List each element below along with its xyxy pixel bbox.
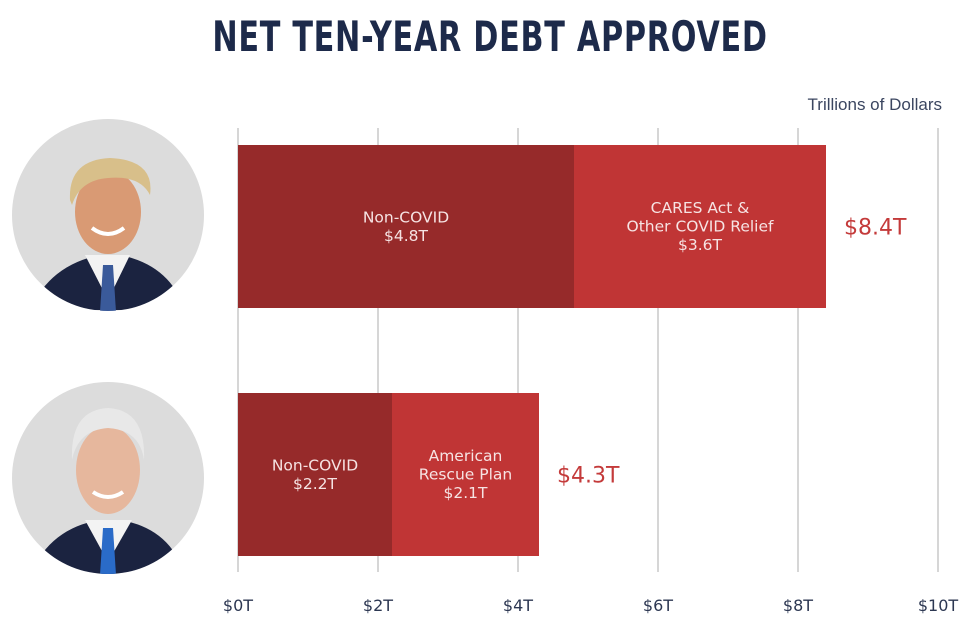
x-tick-label: $2T bbox=[363, 596, 393, 615]
trump-portrait bbox=[12, 119, 204, 311]
unit-label: Trillions of Dollars bbox=[807, 95, 942, 114]
x-tick-label: $6T bbox=[643, 596, 673, 615]
bar-segment bbox=[238, 145, 574, 308]
chart-title: NET TEN-YEAR DEBT APPROVED bbox=[212, 12, 768, 61]
x-tick-label: $0T bbox=[223, 596, 253, 615]
bar-segment bbox=[574, 145, 826, 308]
biden-portrait bbox=[12, 382, 204, 574]
segment-label: Rescue Plan bbox=[419, 466, 512, 484]
total-label: $8.4T bbox=[844, 216, 907, 241]
segment-label: American bbox=[429, 447, 503, 465]
total-label: $4.3T bbox=[557, 464, 620, 489]
segment-label: CARES Act & bbox=[651, 199, 750, 217]
segment-label: Other COVID Relief bbox=[627, 218, 774, 236]
segment-label: $2.2T bbox=[293, 475, 338, 493]
bar-segment bbox=[238, 393, 392, 556]
segment-label: Non-COVID bbox=[272, 456, 358, 474]
segment-label: $2.1T bbox=[444, 484, 489, 502]
x-tick-label: $10T bbox=[918, 596, 959, 615]
x-tick-label: $8T bbox=[783, 596, 813, 615]
segment-label: $4.8T bbox=[384, 227, 429, 245]
segment-label: $3.6T bbox=[678, 236, 723, 254]
segment-label: Non-COVID bbox=[363, 208, 449, 226]
bar-segment bbox=[392, 393, 539, 556]
x-tick-label: $4T bbox=[503, 596, 533, 615]
